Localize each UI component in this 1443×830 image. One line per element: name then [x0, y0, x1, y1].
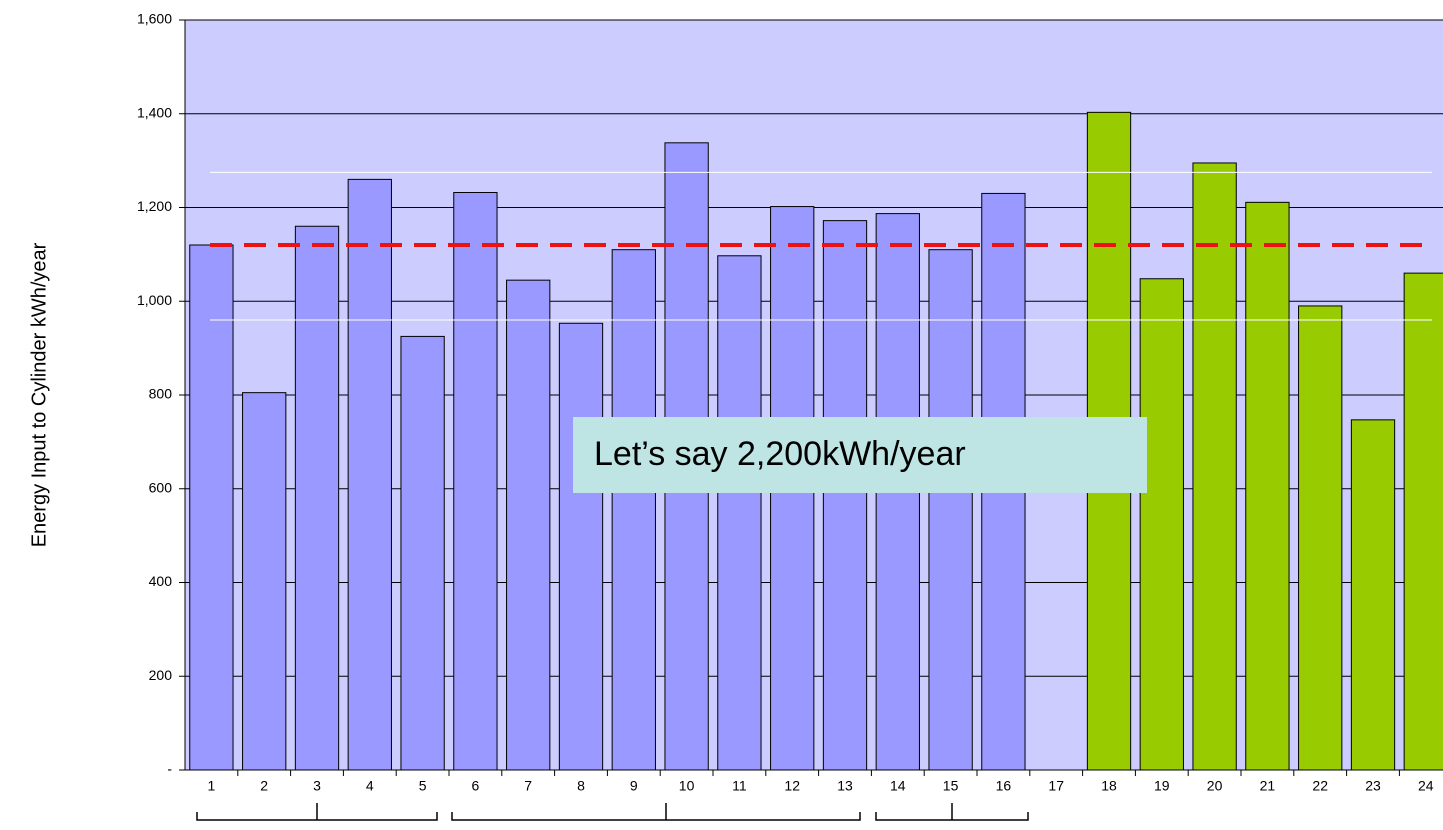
x-tick-label: 5	[419, 778, 427, 794]
x-tick-label: 10	[679, 778, 695, 794]
reference-lines	[210, 171, 1432, 321]
bar	[1245, 201, 1290, 771]
bar	[242, 392, 287, 771]
y-tick-label: 1,200	[137, 198, 172, 214]
bar	[400, 335, 445, 771]
x-tick-label: 15	[943, 778, 959, 794]
bar	[558, 322, 604, 771]
bar	[1403, 272, 1443, 771]
x-tick-label: 16	[996, 778, 1012, 794]
x-tick-label: 1	[208, 778, 216, 794]
x-tick-label: 9	[630, 778, 638, 794]
annotation-box	[573, 417, 1147, 493]
x-tick-label: 8	[577, 778, 585, 794]
x-tick-label: 21	[1260, 778, 1276, 794]
bar	[1350, 419, 1396, 771]
bracket	[196, 803, 438, 821]
y-tick-label: 1,000	[137, 292, 172, 308]
y-tick-label: 800	[149, 386, 173, 402]
bar	[1139, 278, 1184, 771]
bracket	[451, 803, 861, 821]
x-tick-label: 17	[1048, 778, 1064, 794]
bar	[189, 244, 234, 771]
y-tick-label: 1,600	[137, 11, 172, 27]
y-axis-title: Energy Input to Cylinder kWh/year	[28, 242, 50, 547]
x-tick-label: 4	[366, 778, 374, 794]
x-tick-label: 6	[472, 778, 480, 794]
y-tick-label: 600	[149, 479, 173, 495]
bracket	[875, 803, 1029, 821]
x-tick-label: 18	[1101, 778, 1117, 794]
bar	[822, 220, 868, 771]
x-tick-label: 2	[260, 778, 268, 794]
x-tick-label: 7	[524, 778, 532, 794]
bar	[506, 279, 551, 771]
x-tick-label: 12	[784, 778, 800, 794]
y-tick-label: 1,400	[137, 104, 172, 120]
bar	[717, 255, 762, 771]
bar	[1298, 305, 1343, 771]
x-tick-label: 19	[1154, 778, 1170, 794]
x-tick-label: 23	[1365, 778, 1381, 794]
x-tick-label: 14	[890, 778, 906, 794]
y-tick-label: 400	[149, 573, 173, 589]
bar	[347, 178, 392, 771]
bar	[453, 192, 498, 771]
bar	[1192, 162, 1237, 771]
y-tick-label: -	[167, 761, 172, 777]
x-tick-label: 20	[1207, 778, 1223, 794]
x-tick-label: 22	[1312, 778, 1328, 794]
x-tick-label: 24	[1418, 778, 1434, 794]
x-tick-label: 13	[837, 778, 853, 794]
bar	[294, 225, 340, 771]
annotation: Let’s say 2,200kWh/year	[594, 435, 966, 473]
x-tick-label: 11	[732, 778, 747, 794]
x-tick-label: 3	[313, 778, 321, 794]
group-brackets	[196, 803, 1029, 821]
bar	[928, 249, 973, 771]
bar	[611, 249, 656, 771]
y-tick-label: 200	[149, 667, 173, 683]
